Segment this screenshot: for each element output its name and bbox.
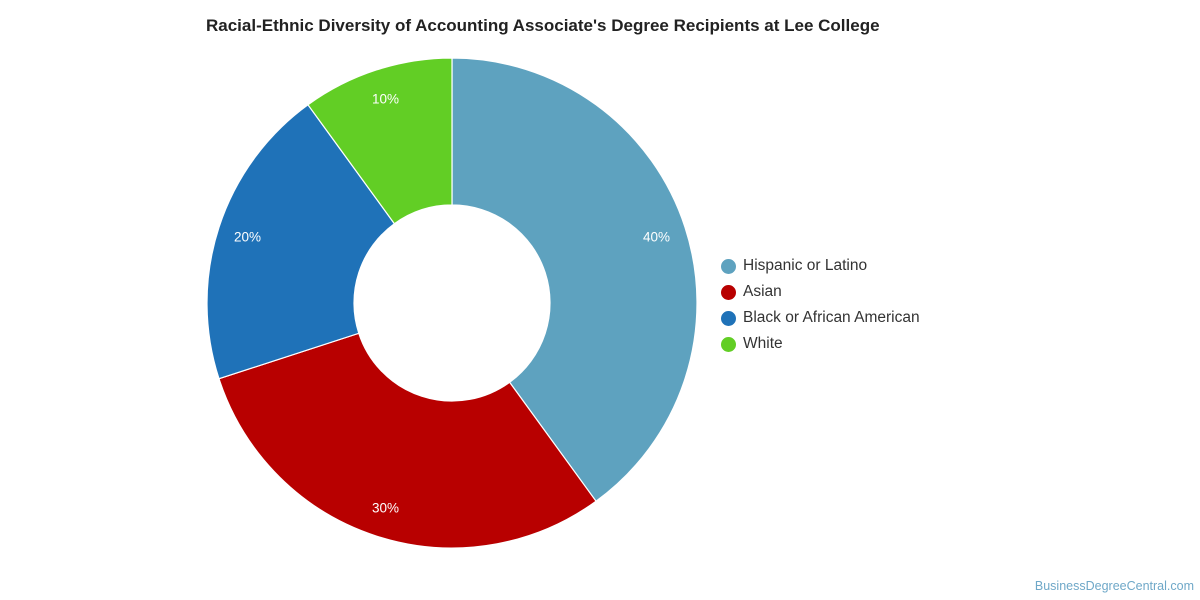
slice-label-white: 10% <box>372 92 399 107</box>
donut-slices <box>206 57 698 549</box>
source-credit[interactable]: BusinessDegreeCentral.com <box>1034 579 1194 593</box>
slice-hispanic-or-latino[interactable] <box>451 57 698 503</box>
legend-swatch-asian <box>721 284 736 300</box>
slice-black-or-african-american[interactable] <box>206 103 396 380</box>
legend-label-white: White <box>743 335 783 352</box>
legend-item-hispanic-or-latino[interactable]: Hispanic or Latino <box>721 253 920 279</box>
slice-labels: 40% 30% 20% 10% <box>234 92 670 516</box>
legend-item-black-or-african-american[interactable]: Black or African American <box>721 305 920 331</box>
slice-white[interactable] <box>307 57 453 225</box>
slice-label-asian: 30% <box>372 500 399 515</box>
slice-asian[interactable] <box>218 332 597 549</box>
legend-label-hispanic-or-latino: Hispanic or Latino <box>743 257 868 274</box>
slice-label-hispanic-or-latino: 40% <box>643 230 670 245</box>
legend-label-asian: Asian <box>743 283 782 300</box>
slice-label-black-or-african-american: 20% <box>234 230 261 245</box>
legend-label-black-or-african-american: Black or African American <box>743 309 920 326</box>
legend-swatch-hispanic-or-latino <box>721 258 736 274</box>
legend-swatch-white <box>721 336 736 352</box>
chart-title: Racial-Ethnic Diversity of Accounting As… <box>206 16 880 35</box>
chart-legend: Hispanic or Latino Asian Black or African … <box>721 253 920 357</box>
legend-swatch-black-or-african-american <box>721 310 736 326</box>
legend-item-white[interactable]: White <box>721 331 920 357</box>
legend-item-asian[interactable]: Asian <box>721 279 920 305</box>
